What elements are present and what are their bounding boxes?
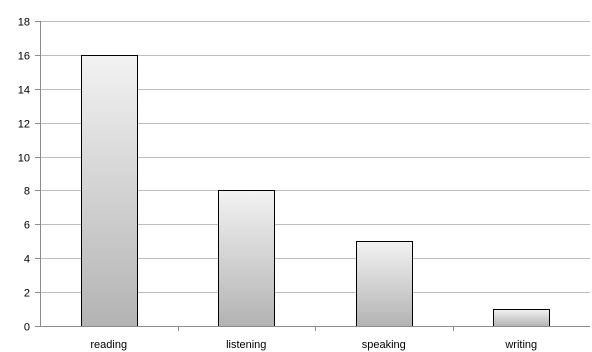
y-tick-label: 12	[18, 119, 30, 131]
y-tick-label: 14	[18, 85, 30, 97]
x-category-label: reading	[90, 339, 127, 351]
category-labels: reading listening speaking writing	[90, 339, 537, 351]
bar-writing	[493, 309, 550, 327]
y-tick-label: 18	[18, 17, 30, 29]
bars	[81, 55, 550, 327]
y-tick-label: 10	[18, 153, 30, 165]
y-tick-label: 6	[24, 220, 30, 232]
y-tick-label: 16	[18, 51, 30, 63]
y-tick-label: 2	[24, 288, 30, 300]
x-category-label: listening	[226, 339, 266, 351]
bar-listening	[218, 190, 275, 327]
x-category-label: writing	[504, 339, 537, 351]
x-category-label: speaking	[362, 339, 406, 351]
y-tick-label: 4	[24, 254, 30, 266]
y-axis-ticks: 0 2 4 6 8 10 12 14 16 18	[18, 17, 40, 334]
bar-speaking	[356, 241, 413, 327]
x-axis	[40, 21, 590, 331]
bar-reading	[81, 55, 138, 327]
y-tick-label: 8	[24, 186, 30, 198]
y-tick-label: 0	[24, 322, 30, 334]
